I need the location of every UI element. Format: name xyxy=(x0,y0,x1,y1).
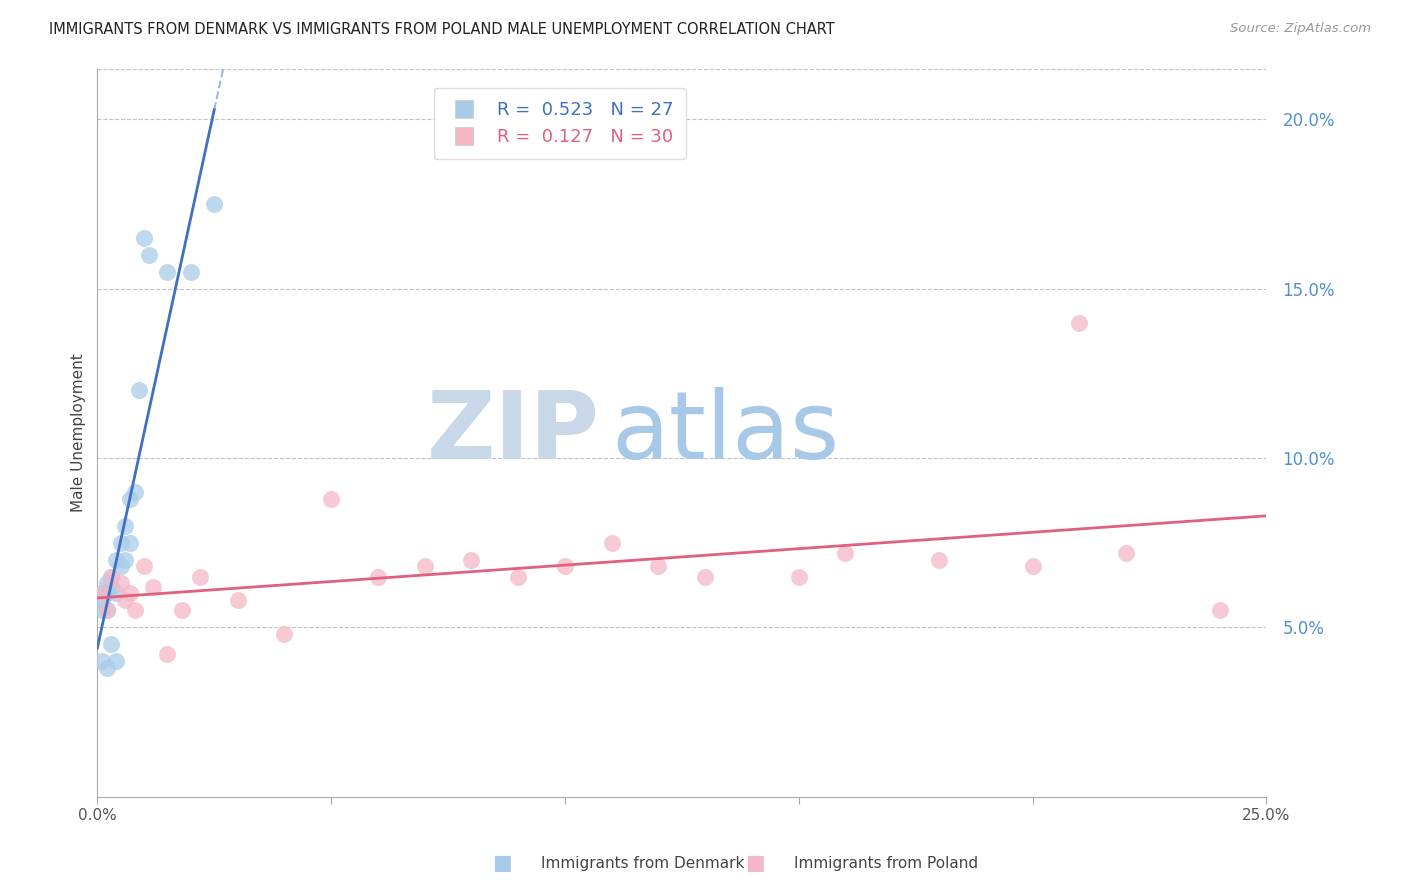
Text: ■: ■ xyxy=(492,854,512,873)
Text: atlas: atlas xyxy=(612,386,839,479)
Point xyxy=(170,603,193,617)
Point xyxy=(460,552,482,566)
Point xyxy=(226,593,249,607)
Point xyxy=(273,627,295,641)
Point xyxy=(105,586,128,600)
Point xyxy=(156,265,179,279)
Point xyxy=(1208,603,1230,617)
Point xyxy=(600,535,623,549)
Point xyxy=(91,586,114,600)
Point xyxy=(508,569,530,583)
Point xyxy=(114,518,136,533)
Text: ZIP: ZIP xyxy=(427,386,600,479)
Text: Immigrants from Poland: Immigrants from Poland xyxy=(794,856,979,871)
Y-axis label: Male Unemployment: Male Unemployment xyxy=(72,353,86,512)
Point xyxy=(100,569,122,583)
Point xyxy=(367,569,389,583)
Point xyxy=(413,559,436,574)
Point xyxy=(110,576,132,591)
Point xyxy=(91,593,114,607)
Point xyxy=(787,569,810,583)
Point xyxy=(132,559,155,574)
Point xyxy=(120,491,142,506)
Point xyxy=(96,576,118,591)
Point xyxy=(1069,316,1091,330)
Point xyxy=(321,491,343,506)
Point xyxy=(132,231,155,245)
Point xyxy=(96,586,118,600)
Text: IMMIGRANTS FROM DENMARK VS IMMIGRANTS FROM POLAND MALE UNEMPLOYMENT CORRELATION : IMMIGRANTS FROM DENMARK VS IMMIGRANTS FR… xyxy=(49,22,835,37)
Point xyxy=(124,484,146,499)
Point xyxy=(647,559,669,574)
Point xyxy=(142,580,165,594)
Point xyxy=(91,586,114,600)
Point xyxy=(105,654,128,668)
Point xyxy=(156,648,179,662)
Legend: R =  0.523   N = 27, R =  0.127   N = 30: R = 0.523 N = 27, R = 0.127 N = 30 xyxy=(433,88,686,159)
Point xyxy=(180,265,202,279)
Point xyxy=(96,603,118,617)
Point xyxy=(928,552,950,566)
Point xyxy=(114,593,136,607)
Point xyxy=(114,552,136,566)
Point xyxy=(138,248,160,262)
Point xyxy=(91,603,114,617)
Point xyxy=(110,535,132,549)
Point xyxy=(120,586,142,600)
Point xyxy=(124,603,146,617)
Point xyxy=(834,546,856,560)
Point xyxy=(1115,546,1137,560)
Point xyxy=(695,569,717,583)
Point xyxy=(91,654,114,668)
Point xyxy=(100,637,122,651)
Point xyxy=(120,535,142,549)
Point xyxy=(188,569,211,583)
Point xyxy=(100,580,122,594)
Text: Immigrants from Denmark: Immigrants from Denmark xyxy=(541,856,745,871)
Point xyxy=(128,384,150,398)
Point xyxy=(554,559,576,574)
Point xyxy=(110,559,132,574)
Point xyxy=(105,552,128,566)
Text: Source: ZipAtlas.com: Source: ZipAtlas.com xyxy=(1230,22,1371,36)
Point xyxy=(202,197,225,211)
Point xyxy=(100,569,122,583)
Point xyxy=(96,661,118,675)
Point xyxy=(1021,559,1043,574)
Point xyxy=(96,603,118,617)
Text: ■: ■ xyxy=(745,854,765,873)
